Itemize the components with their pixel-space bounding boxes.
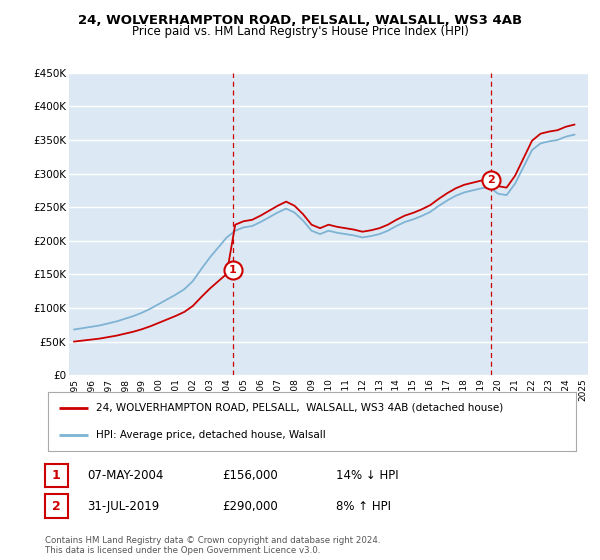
Text: 07-MAY-2004: 07-MAY-2004 bbox=[87, 469, 163, 482]
Text: 1: 1 bbox=[52, 469, 61, 482]
Text: 31-JUL-2019: 31-JUL-2019 bbox=[87, 500, 159, 513]
Text: 24, WOLVERHAMPTON ROAD, PELSALL,  WALSALL, WS3 4AB (detached house): 24, WOLVERHAMPTON ROAD, PELSALL, WALSALL… bbox=[95, 403, 503, 413]
Text: £290,000: £290,000 bbox=[222, 500, 278, 513]
Text: Contains HM Land Registry data © Crown copyright and database right 2024.: Contains HM Land Registry data © Crown c… bbox=[45, 536, 380, 545]
Text: £156,000: £156,000 bbox=[222, 469, 278, 482]
Text: This data is licensed under the Open Government Licence v3.0.: This data is licensed under the Open Gov… bbox=[45, 546, 320, 555]
Text: HPI: Average price, detached house, Walsall: HPI: Average price, detached house, Wals… bbox=[95, 430, 325, 440]
Text: 1: 1 bbox=[229, 265, 236, 276]
Text: Price paid vs. HM Land Registry's House Price Index (HPI): Price paid vs. HM Land Registry's House … bbox=[131, 25, 469, 38]
Text: 2: 2 bbox=[52, 500, 61, 513]
Text: 2: 2 bbox=[487, 175, 495, 185]
Text: 8% ↑ HPI: 8% ↑ HPI bbox=[336, 500, 391, 513]
Text: 24, WOLVERHAMPTON ROAD, PELSALL, WALSALL, WS3 4AB: 24, WOLVERHAMPTON ROAD, PELSALL, WALSALL… bbox=[78, 14, 522, 27]
Text: 14% ↓ HPI: 14% ↓ HPI bbox=[336, 469, 398, 482]
